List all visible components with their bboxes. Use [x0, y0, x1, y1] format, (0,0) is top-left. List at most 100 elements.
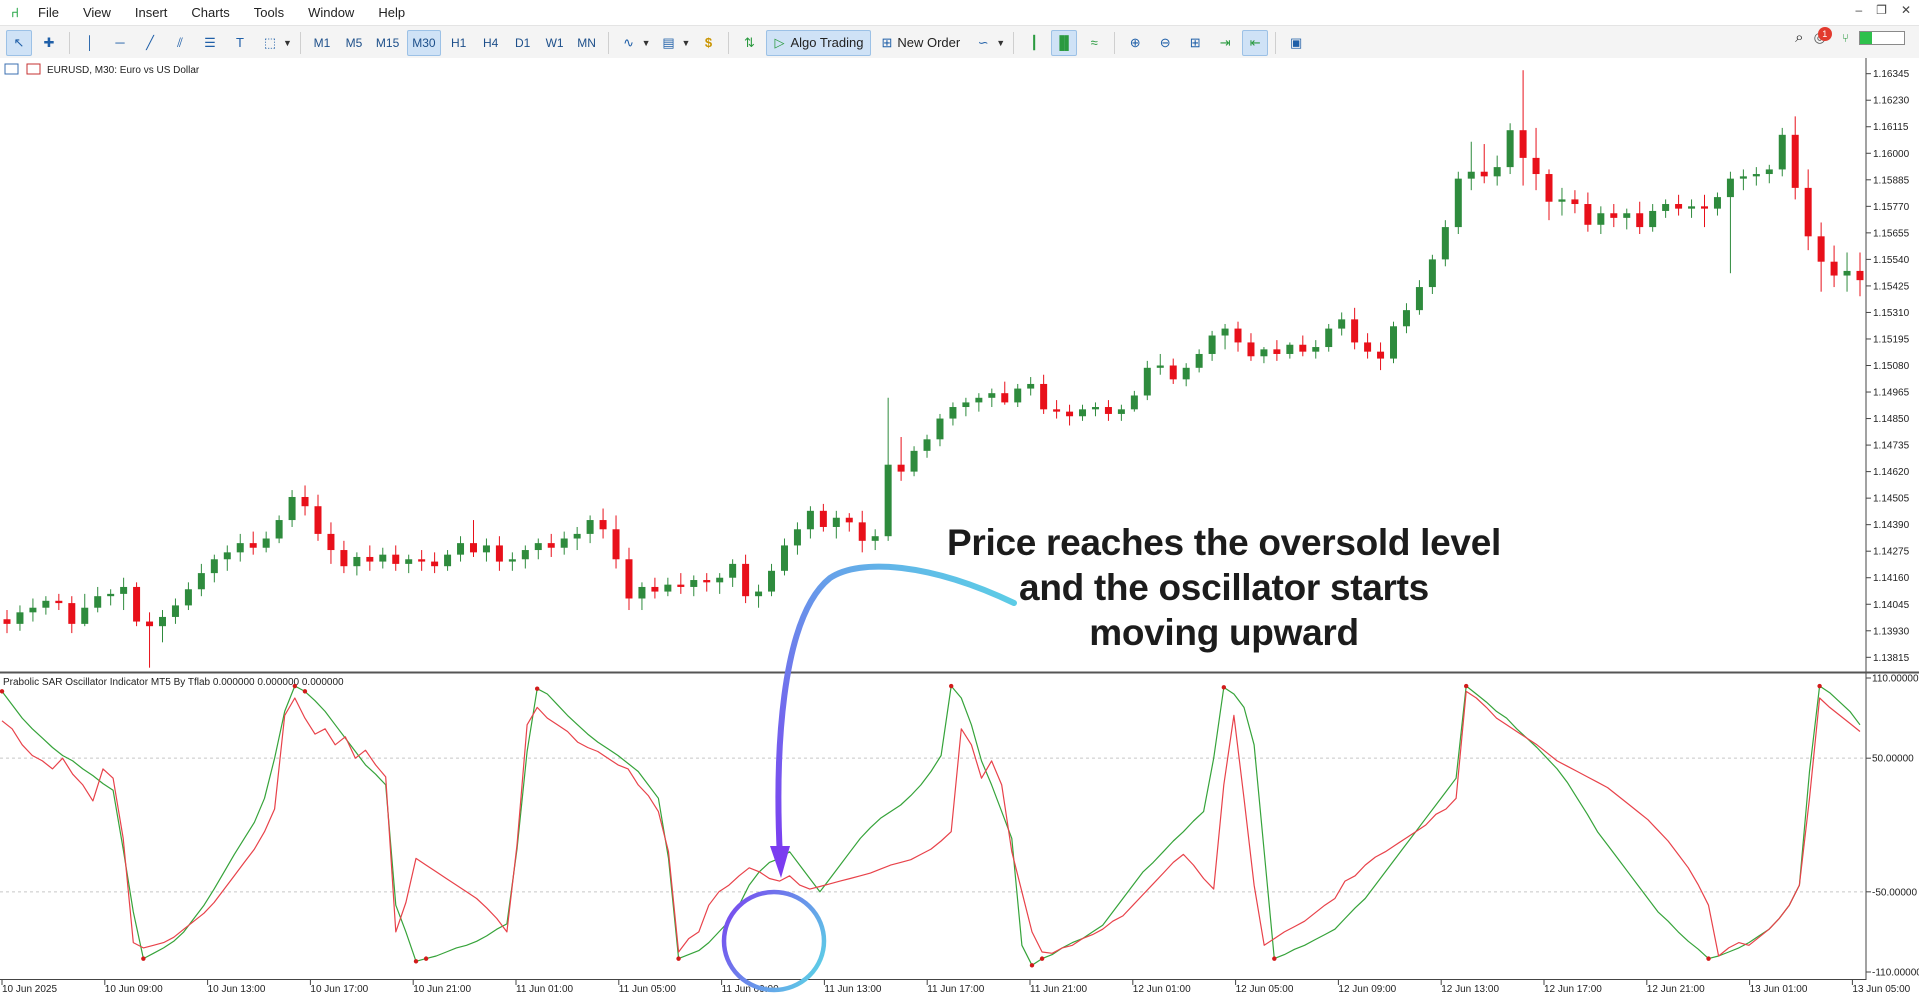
candle-body	[716, 577, 724, 583]
signals-icon[interactable]: ⇅	[744, 34, 755, 50]
candle-body	[1856, 270, 1864, 281]
zoom-in-icon[interactable]: ⊕	[1129, 34, 1141, 50]
oscillator-extreme-point	[302, 689, 308, 694]
horizontal-line-icon[interactable]: ─	[115, 35, 125, 50]
indicator-levels: 110.00000 50.00000 -50.00000 -110.00000	[0, 674, 1919, 979]
annotation-line: and the oscillator starts	[1019, 567, 1429, 608]
channel-icon[interactable]: ⫽	[177, 34, 183, 50]
oscillator-series	[0, 683, 1861, 968]
timeframe-m1[interactable]: M1	[313, 35, 331, 50]
menu-file[interactable]: File	[38, 5, 59, 20]
candle-body	[962, 402, 970, 408]
candle-body	[1208, 335, 1216, 354]
oscillator-extreme-point	[1221, 685, 1227, 690]
time-tick-label: 11 Jun 13:00	[824, 984, 882, 995]
candle-body	[1636, 213, 1644, 228]
cursor-tool-icon[interactable]: ↖	[6, 29, 32, 56]
menu-view[interactable]: View	[82, 5, 111, 20]
time-tick-label: 11 Jun 21:00	[1030, 984, 1088, 995]
price-axis[interactable]: 1.16345 1.16230 1.16115 1.16000 1.15885 1.157…	[1866, 69, 1910, 664]
fibonacci-icon[interactable]: ☰	[204, 34, 216, 50]
menu-tools[interactable]: Tools	[253, 5, 285, 20]
time-tick-label: 12 Jun 13:00	[1441, 984, 1499, 995]
candle-body	[327, 533, 335, 551]
trend-line-icon[interactable]: ╱	[146, 34, 154, 50]
candle-body	[677, 584, 685, 587]
candle-body	[1688, 206, 1696, 209]
price-tick-label: 1.14275	[1873, 547, 1910, 558]
candle-body	[55, 600, 63, 604]
chart-shift-icon[interactable]: ⇤	[1242, 29, 1269, 56]
time-axis[interactable]: 10 Jun 2025 10 Jun 09:00 10 Jun 13:00 10 Ju…	[1, 980, 1911, 995]
candle-body	[42, 600, 50, 608]
grid-icon[interactable]: ⊞	[1189, 34, 1201, 50]
text-tool-icon[interactable]: T	[236, 35, 244, 50]
shapes-dropdown-icon[interactable]: ▼	[283, 37, 292, 48]
templates-dropdown-icon[interactable]: ▼	[681, 37, 691, 48]
shapes-icon[interactable]: ⬚	[263, 34, 277, 50]
timeframe-mn[interactable]: MN	[577, 35, 596, 50]
candle-body	[910, 450, 918, 472]
candle-body	[1027, 383, 1035, 389]
menu-insert[interactable]: Insert	[134, 5, 168, 20]
close-icon[interactable]: ✕	[1900, 3, 1911, 17]
indicators-icon[interactable]: ∿	[623, 34, 635, 50]
candle-body	[1001, 393, 1009, 403]
timeframe-m30[interactable]: M30	[407, 29, 441, 56]
timeframe-d1[interactable]: D1	[514, 35, 531, 50]
menu-window[interactable]: Window	[308, 5, 355, 20]
bar-chart-icon[interactable]: ┃	[1030, 34, 1039, 50]
price-tick-label: 1.15080	[1873, 361, 1910, 372]
templates-icon[interactable]: ▤	[662, 34, 675, 50]
menu-charts[interactable]: Charts	[191, 5, 230, 20]
market-icon[interactable]: $	[704, 35, 713, 50]
vertical-line-icon[interactable]: │	[85, 35, 95, 50]
zoom-out-icon[interactable]: ⊖	[1159, 34, 1171, 50]
timeframe-m15[interactable]: M15	[375, 35, 400, 50]
timeframe-m5[interactable]: M5	[345, 35, 363, 50]
candle-body	[262, 538, 270, 548]
menu-help[interactable]: Help	[378, 5, 406, 20]
signal-icon: ⑂	[1841, 30, 1849, 45]
candle-body	[482, 545, 490, 553]
candle-body	[793, 529, 801, 546]
algo-trading-button[interactable]: ▷ Algo Trading	[766, 29, 872, 56]
dom-dropdown-icon[interactable]: ▼	[996, 37, 1006, 48]
candle-body	[275, 520, 283, 539]
indicators-dropdown-icon[interactable]: ▼	[641, 37, 651, 48]
candle-body	[1351, 319, 1359, 343]
play-icon: ▷	[774, 34, 785, 50]
candle-body	[1765, 169, 1773, 175]
candle-body	[975, 397, 983, 403]
oscillator-extreme-point	[1272, 956, 1277, 961]
screenshot-icon[interactable]: ▣	[1289, 34, 1303, 50]
candle-body	[1649, 210, 1657, 228]
candle-body	[599, 520, 607, 530]
time-tick-label: 12 Jun 21:00	[1647, 984, 1705, 995]
crosshair-tool-icon[interactable]: ✚	[43, 34, 55, 50]
oscillator-line-green	[1, 685, 1861, 966]
time-tick-label: 11 Jun 09:00	[722, 984, 780, 995]
timeframe-h1[interactable]: H1	[450, 35, 467, 50]
timeframe-w1[interactable]: W1	[545, 35, 564, 50]
oscillator-extreme-point	[948, 683, 954, 689]
time-tick-label: 11 Jun 01:00	[516, 984, 574, 995]
candle-body	[94, 596, 102, 608]
restore-icon[interactable]: ❐	[1876, 3, 1887, 17]
new-order-button[interactable]: ⊞ New Order	[875, 30, 966, 56]
candle-body	[366, 556, 374, 562]
new-order-icon: ⊞	[881, 34, 893, 50]
chart-header: EURUSD, M30: Euro vs US Dollar	[4, 63, 200, 76]
minimize-icon[interactable]: –	[1855, 3, 1863, 17]
candlestick-chart-icon[interactable]: ▐▌	[1051, 29, 1078, 56]
depth-of-market-icon[interactable]: ∽	[977, 34, 989, 50]
candle-body	[1428, 259, 1436, 288]
time-tick-label: 10 Jun 2025	[2, 984, 57, 995]
notifications-icon[interactable]: ◎1	[1814, 27, 1832, 46]
chart-area[interactable]: EURUSD, M30: Euro vs US Dollar 1.163451.…	[0, 58, 1919, 996]
line-chart-icon[interactable]: ≈	[1090, 35, 1098, 50]
candle-body	[1441, 227, 1449, 260]
timeframe-h4[interactable]: H4	[482, 35, 499, 50]
autoscroll-icon[interactable]: ⇥	[1219, 34, 1231, 50]
search-icon[interactable]: ⌕	[1795, 29, 1804, 46]
